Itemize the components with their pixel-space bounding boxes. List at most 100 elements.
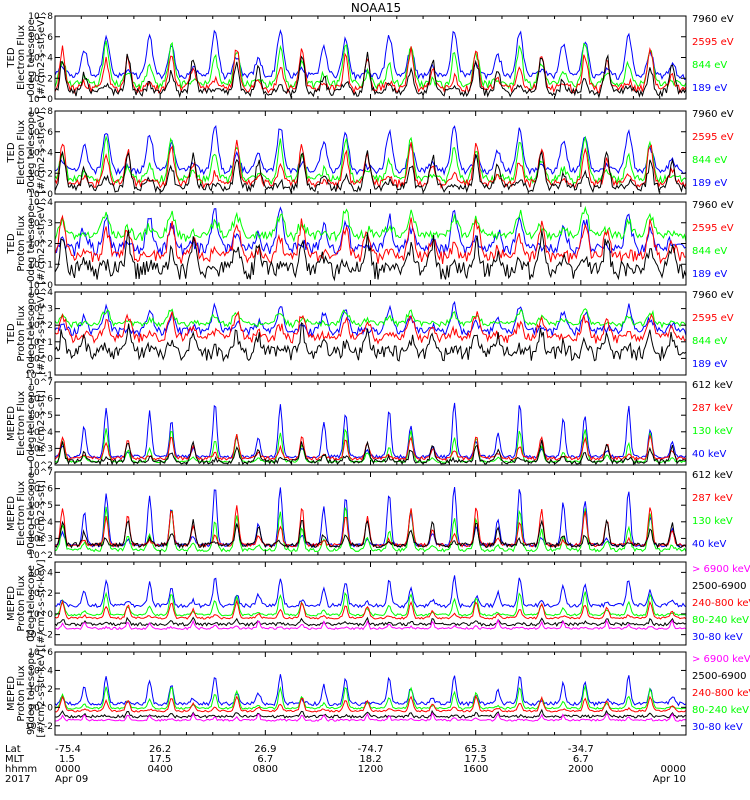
ytick-label: 10^-2 [25, 631, 53, 641]
y-axis-label-line: Proton Flux [16, 215, 27, 271]
ytick-label: 10^3 [28, 444, 53, 454]
legend-item: 189 eV [692, 269, 727, 280]
ytick-label: 10^4 [28, 149, 53, 159]
ytick-label: 10^0 [28, 281, 53, 291]
y-axis-label: TEDProton Flux30deg telescope[#/cm2-s-st… [6, 292, 47, 375]
ytick-label: 10^1 [28, 260, 53, 270]
panel-frame [54, 651, 687, 736]
legend-item: 80-240 keV [692, 705, 749, 716]
series-2500-6900 [54, 616, 687, 627]
series-189-ev [54, 124, 687, 176]
series-844-ev [54, 205, 687, 243]
legend-item: 2500-6900 [692, 581, 747, 592]
x-tick-label: 1200 [358, 764, 383, 775]
series-7960-ev [54, 321, 687, 363]
legend-item: 2500-6900 [692, 671, 747, 682]
legend-item: 2595 eV [692, 37, 734, 48]
y-axis-label-line: [#/cm2-s-str] [36, 480, 47, 547]
ytick-label: 10^2 [28, 240, 53, 250]
y-axis-label-line: TED [6, 323, 17, 344]
mlt-value: 17.5 [465, 754, 487, 765]
y-axis-label: MEPEDProton Flux0deg telescope[#/cm2-s-s… [6, 559, 47, 647]
series-30-80-kev [54, 674, 687, 707]
ytick-label: 10^1 [28, 338, 53, 348]
ytick-label: 10^2 [28, 685, 53, 695]
ytick-label: 10^2 [28, 589, 53, 599]
series--6900-kev [54, 618, 687, 631]
ephemeris-row-label: 2017 [5, 774, 30, 785]
ytick-label: 10^2 [28, 461, 53, 471]
panel-frame [54, 561, 687, 646]
ytick-label: 10^8 [28, 12, 53, 22]
y-axis-label-line: TED [6, 233, 17, 254]
y-axis-label: MEPEDProton Flux90deg telescope[#/cm2-s-… [6, 649, 47, 737]
y-axis-label: TEDProton Flux0deg telescope[#/cm2-s-str… [6, 202, 47, 285]
y-axis-label-line: 90deg telescope [26, 652, 37, 735]
legend-item: 189 eV [692, 178, 727, 189]
legend-item: 40 keV [692, 449, 726, 460]
y-axis-label-line: Proton Flux [16, 665, 27, 721]
legend-item: 30-80 keV [692, 722, 743, 733]
y-axis-label-line: TED [6, 47, 17, 68]
ytick-label: 10^6 [28, 33, 53, 43]
series-7960-ev [54, 229, 687, 282]
ytick-label: 10^0 [28, 190, 53, 200]
y-axis-label: TEDElectron Flux30deg telescope[#/cm2-s-… [6, 111, 47, 194]
x-tick-label: 0800 [253, 764, 278, 775]
panel-frame [54, 15, 687, 100]
series-80-240-kev [54, 684, 687, 710]
ytick-label: 10^0 [28, 703, 53, 713]
y-axis-label-line: 0deg telescope [26, 19, 37, 96]
ytick-label: 10^4 [28, 666, 53, 676]
ytick-label: 10^0 [28, 610, 53, 620]
y-axis-label-line: [#/cm2-s-str] [36, 390, 47, 457]
ytick-label: 10^0 [28, 95, 53, 105]
ytick-label: 10^7 [28, 378, 53, 388]
legend-item: 7960 eV [692, 290, 734, 301]
legend-item: 7960 eV [692, 109, 734, 120]
x-tick-label: 0000 [55, 764, 80, 775]
legend-item: 189 eV [692, 83, 727, 94]
lat-value: 26.2 [149, 744, 171, 755]
y-axis-label-line: [#/cm2-s-str-eV] [36, 202, 47, 285]
y-axis-label-line: MEPED [6, 496, 17, 531]
panel-frame [54, 291, 687, 376]
legend-item: 844 eV [692, 246, 727, 257]
y-axis-label: MEPEDElectron Flux90deg telescope[#/cm2-… [6, 472, 47, 555]
y-axis-label-line: 30deg telescope [26, 292, 37, 375]
ytick-label: 10^4 [28, 518, 53, 528]
mlt-value: 6.7 [573, 754, 589, 765]
ytick-label: 10^4 [28, 54, 53, 64]
y-axis-label-line: Electron Flux [16, 391, 27, 456]
series-844-ev [54, 135, 687, 186]
y-axis-label-line: [#/cm2-s-str-eV] [36, 111, 47, 194]
series-240-800-kev [54, 598, 687, 620]
legend-item: 7960 eV [692, 200, 734, 211]
ytick-label: 10^2 [28, 321, 53, 331]
legend-item: 844 eV [692, 336, 727, 347]
legend-item: 287 keV [692, 493, 733, 504]
y-axis-label: TEDElectron Flux0deg telescope[#/cm2-s-s… [6, 16, 47, 99]
y-axis-label-line: Proton Flux [16, 575, 27, 631]
lat-value: 65.3 [465, 744, 487, 755]
ytick-label: 10^6 [28, 128, 53, 138]
ephemeris-row-label: Lat [5, 744, 21, 755]
y-axis-label-line: MEPED [6, 406, 17, 441]
series-80-240-kev [54, 591, 687, 617]
ytick-label: 10^-2 [25, 722, 53, 732]
ytick-label: 10^2 [28, 169, 53, 179]
ytick-label: 10^6 [28, 648, 53, 658]
legend-item: 189 eV [692, 359, 727, 370]
series-612-kev [54, 518, 687, 549]
y-axis-label-line: 0deg telescope [26, 565, 37, 642]
ytick-label: 10^2 [28, 74, 53, 84]
legend-item: 844 eV [692, 155, 727, 166]
